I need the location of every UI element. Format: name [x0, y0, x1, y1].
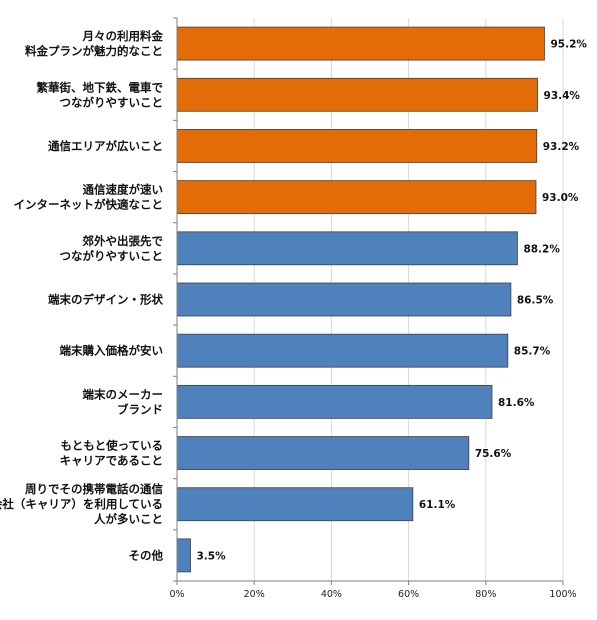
category-label-line: 周りでその携帯電話の通信: [25, 482, 163, 496]
bar: [176, 231, 518, 266]
category-label-line: 人が多いこと: [94, 512, 163, 526]
category-label: 端末のメーカーブランド: [83, 387, 164, 416]
category-label: 月々の利用料金料金プランが魅力的なこと: [25, 29, 163, 58]
value-label: 81.6%: [498, 397, 535, 409]
value-label: 85.7%: [514, 346, 551, 358]
category-label-line: 会社（キャリア）を利用している: [0, 497, 163, 511]
category-label: もともと使っているキャリアであること: [60, 439, 163, 468]
category-label-line: ブランド: [117, 402, 163, 416]
category-label-line: 繁華街、地下鉄、電車で: [36, 80, 164, 94]
bar: [176, 77, 538, 112]
value-label: 95.2%: [550, 39, 587, 51]
category-label: 郊外や出張先でつながりやすいこと: [60, 234, 164, 263]
category-label-line: 料金プランが魅力的なこと: [25, 44, 163, 58]
category-label: 端末のデザイン・形状: [48, 293, 163, 307]
x-tick-label: 80%: [475, 589, 496, 600]
bar: [176, 180, 537, 215]
category-label: 通信速度が速いインターネットが快適なこと: [14, 183, 164, 212]
value-label: 61.1%: [419, 499, 456, 511]
category-label: 通信エリアが広いこと: [48, 139, 163, 153]
value-label: 88.2%: [523, 243, 560, 255]
bar: [176, 436, 470, 470]
category-label: 端末購入価格が安い: [60, 344, 164, 358]
x-tick-label: 0%: [169, 589, 184, 600]
axes: [173, 17, 564, 585]
labels: 0% 20% 40% 60% 80% 100% 95.2% 月々の利用料金料金プランが魅力的な…: [0, 29, 587, 600]
category-label-line: 郊外や出張先で: [83, 234, 164, 248]
value-label: 93.2%: [543, 141, 580, 153]
category-label: その他: [129, 548, 164, 562]
category-label-line: その他: [129, 548, 164, 562]
category-label-line: 端末のメーカー: [83, 387, 164, 401]
category-label-line: インターネットが快適なこと: [14, 198, 164, 212]
bar: [176, 487, 414, 522]
bar: [176, 538, 191, 573]
bar: [176, 384, 493, 419]
category-label: 周りでその携帯電話の通信会社（キャリア）を利用している人が多いこと: [0, 482, 163, 526]
bars: [176, 26, 545, 573]
value-label: 86.5%: [517, 295, 554, 307]
x-tick-label: 100%: [549, 589, 576, 600]
bar: [176, 129, 538, 163]
x-tick-label: 40%: [321, 589, 342, 600]
category-label-line: 端末購入価格が安い: [60, 344, 164, 358]
value-label: 75.6%: [475, 448, 512, 460]
x-tick-label: 60%: [398, 589, 419, 600]
x-tick-label: 20%: [244, 589, 265, 600]
category-label-line: つながりやすいこと: [60, 249, 164, 263]
bar: [176, 333, 509, 368]
category-label-line: 通信エリアが広いこと: [48, 139, 163, 153]
bar: [176, 282, 512, 317]
category-label: 繁華街、地下鉄、電車でつながりやすいこと: [36, 80, 164, 109]
category-label-line: キャリアであること: [60, 454, 163, 468]
category-label-line: 端末のデザイン・形状: [48, 293, 163, 307]
category-label-line: 通信速度が速い: [83, 183, 164, 197]
bar: [176, 26, 545, 61]
category-label-line: 月々の利用料金: [82, 29, 164, 43]
value-label: 3.5%: [197, 550, 227, 562]
value-label: 93.0%: [542, 192, 579, 204]
category-label-line: もともと使っている: [61, 439, 163, 453]
category-label-line: つながりやすいこと: [60, 95, 164, 109]
value-label: 93.4%: [544, 90, 581, 102]
